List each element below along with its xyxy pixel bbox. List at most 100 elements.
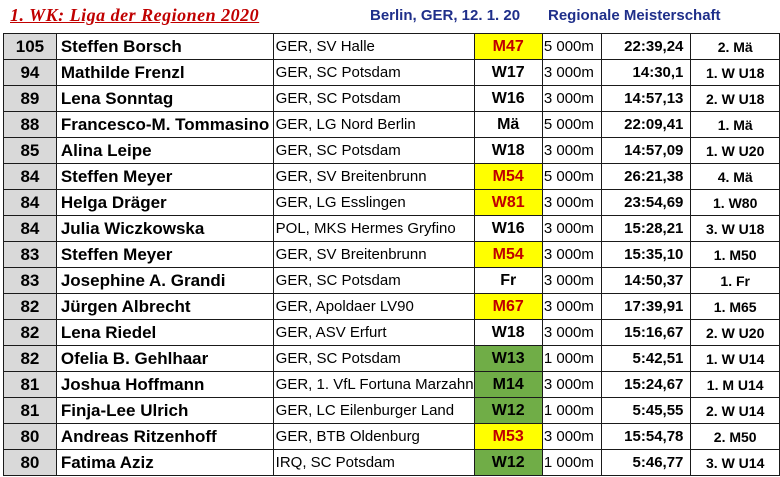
placement-cell: 1. W U20 xyxy=(690,137,780,164)
placement-cell: 1. W80 xyxy=(690,189,780,216)
age-class-cell: W18 xyxy=(473,319,543,346)
table-row: 83 Steffen Meyer GER, SV Breitenbrunn M54 3 … xyxy=(3,241,780,268)
distance-cell: 3 000m xyxy=(541,241,603,268)
distance-cell: 3 000m xyxy=(541,85,603,112)
results-table: 105 Steffen Borsch GER, SV Halle M47 5 000m 2… xyxy=(3,33,780,476)
club-cell: GER, SV Breitenbrunn xyxy=(272,241,475,268)
results-body: 105 Steffen Borsch GER, SV Halle M47 5 000m 2… xyxy=(3,33,780,476)
club-cell: GER, Apoldaer LV90 xyxy=(272,293,475,320)
time-cell: 22:09,41 xyxy=(601,111,692,138)
distance-cell: 3 000m xyxy=(541,371,603,398)
time-cell: 15:24,67 xyxy=(601,371,692,398)
points-cell: 80 xyxy=(3,423,57,450)
points-cell: 85 xyxy=(3,137,57,164)
age-class-cell: W12 xyxy=(473,449,543,476)
time-cell: 15:16,67 xyxy=(601,319,692,346)
club-cell: GER, BTB Oldenburg xyxy=(272,423,475,450)
age-class-cell: W12 xyxy=(473,397,543,424)
athlete-name-cell: Mathilde Frenzl xyxy=(55,59,274,86)
time-cell: 14:30,1 xyxy=(601,59,692,86)
points-cell: 81 xyxy=(3,371,57,398)
distance-cell: 3 000m xyxy=(541,423,603,450)
points-cell: 82 xyxy=(3,319,57,346)
time-cell: 26:21,38 xyxy=(601,163,692,190)
distance-cell: 3 000m xyxy=(541,319,603,346)
time-cell: 15:54,78 xyxy=(601,423,692,450)
athlete-name-cell: Fatima Aziz xyxy=(55,449,274,476)
placement-cell: 1. M50 xyxy=(690,241,780,268)
club-cell: GER, SV Breitenbrunn xyxy=(272,163,475,190)
age-class-cell: M14 xyxy=(473,371,543,398)
placement-cell: 2. W U18 xyxy=(690,85,780,112)
club-cell: GER, ASV Erfurt xyxy=(272,319,475,346)
table-row: 94 Mathilde Frenzl GER, SC Potsdam W17 3 000… xyxy=(3,59,780,86)
age-class-cell: W16 xyxy=(473,85,543,112)
club-cell: POL, MKS Hermes Gryfino xyxy=(272,215,475,242)
age-class-cell: W81 xyxy=(473,189,543,216)
event-location-date: Berlin, GER, 12. 1. 20 xyxy=(370,7,521,24)
points-cell: 89 xyxy=(3,85,57,112)
points-cell: 84 xyxy=(3,215,57,242)
placement-cell: 1. Fr xyxy=(690,267,780,294)
table-row: 89 Lena Sonntag GER, SC Potsdam W16 3 000m 14… xyxy=(3,85,780,112)
club-cell: GER, LG Nord Berlin xyxy=(272,111,475,138)
club-cell: GER, LC Eilenburger Land xyxy=(272,397,475,424)
athlete-name-cell: Steffen Borsch xyxy=(55,33,274,60)
time-cell: 17:39,91 xyxy=(601,293,692,320)
placement-cell: 2. W U14 xyxy=(690,397,780,424)
athlete-name-cell: Julia Wiczkowska xyxy=(55,215,274,242)
table-row: 88 Francesco-M. Tommasino GER, LG Nord Ber… xyxy=(3,111,780,138)
athlete-name-cell: Steffen Meyer xyxy=(55,163,274,190)
age-class-cell: W18 xyxy=(473,137,543,164)
age-class-cell: M54 xyxy=(473,241,543,268)
club-cell: GER, LG Esslingen xyxy=(272,189,475,216)
distance-cell: 1 000m xyxy=(541,449,603,476)
club-cell: GER, SC Potsdam xyxy=(272,267,475,294)
placement-cell: 1. W U14 xyxy=(690,345,780,372)
sheet-header: 1. WK: Liga der Regionen 2020 Berlin, GE… xyxy=(0,0,780,32)
points-cell: 82 xyxy=(3,293,57,320)
age-class-cell: W17 xyxy=(473,59,543,86)
age-class-cell: M67 xyxy=(473,293,543,320)
sheet-title: 1. WK: Liga der Regionen 2020 xyxy=(10,5,260,25)
age-class-cell: M54 xyxy=(473,163,543,190)
club-cell: GER, SC Potsdam xyxy=(272,85,475,112)
club-cell: GER, SC Potsdam xyxy=(272,345,475,372)
points-cell: 84 xyxy=(3,163,57,190)
athlete-name-cell: Francesco-M. Tommasino xyxy=(55,111,274,138)
points-cell: 88 xyxy=(3,111,57,138)
table-row: 82 Jürgen Albrecht GER, Apoldaer LV90 M67 3 … xyxy=(3,293,780,320)
club-cell: GER, SC Potsdam xyxy=(272,59,475,86)
distance-cell: 5 000m xyxy=(541,163,603,190)
athlete-name-cell: Lena Sonntag xyxy=(55,85,274,112)
table-row: 105 Steffen Borsch GER, SV Halle M47 5 000m 2… xyxy=(3,33,780,60)
table-row: 82 Lena Riedel GER, ASV Erfurt W18 3 000m 15:… xyxy=(3,319,780,346)
points-cell: 105 xyxy=(3,33,57,60)
distance-cell: 3 000m xyxy=(541,59,603,86)
time-cell: 14:57,09 xyxy=(601,137,692,164)
time-cell: 23:54,69 xyxy=(601,189,692,216)
age-class-cell: M47 xyxy=(473,33,543,60)
table-row: 84 Helga Dräger GER, LG Esslingen W81 3 000m… xyxy=(3,189,780,216)
distance-cell: 3 000m xyxy=(541,293,603,320)
distance-cell: 3 000m xyxy=(541,267,603,294)
athlete-name-cell: Steffen Meyer xyxy=(55,241,274,268)
points-cell: 83 xyxy=(3,267,57,294)
placement-cell: 1. M65 xyxy=(690,293,780,320)
placement-cell: 2. M50 xyxy=(690,423,780,450)
placement-cell: 1. W U18 xyxy=(690,59,780,86)
time-cell: 5:46,77 xyxy=(601,449,692,476)
age-class-cell: Mä xyxy=(473,111,543,138)
club-cell: IRQ, SC Potsdam xyxy=(272,449,475,476)
time-cell: 14:57,13 xyxy=(601,85,692,112)
table-row: 81 Finja-Lee Ulrich GER, LC Eilenburger La… xyxy=(3,397,780,424)
distance-cell: 5 000m xyxy=(541,111,603,138)
club-cell: GER, 1. VfL Fortuna Marzahn xyxy=(272,371,475,398)
time-cell: 15:35,10 xyxy=(601,241,692,268)
distance-cell: 3 000m xyxy=(541,137,603,164)
time-cell: 5:45,55 xyxy=(601,397,692,424)
table-row: 80 Andreas Ritzenhoff GER, BTB Oldenburg M5… xyxy=(3,423,780,450)
table-row: 84 Julia Wiczkowska POL, MKS Hermes Gryfin… xyxy=(3,215,780,242)
time-cell: 5:42,51 xyxy=(601,345,692,372)
points-cell: 82 xyxy=(3,345,57,372)
